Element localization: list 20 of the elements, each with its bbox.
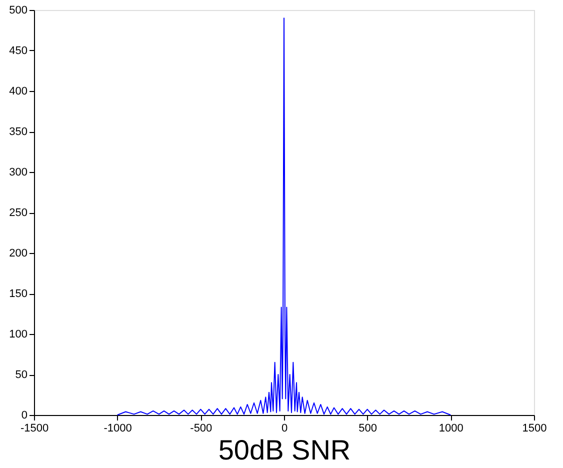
x-tick-label: 1500	[522, 422, 547, 434]
x-tick-label: 0	[281, 422, 288, 434]
x-tick-label: -500	[190, 422, 212, 434]
y-tick-label: 450	[9, 45, 28, 57]
y-tick-label: 50	[15, 369, 28, 381]
y-tick-label: 400	[9, 86, 28, 98]
y-tick-label: 100	[9, 328, 28, 340]
y-tick-label: 300	[9, 166, 28, 178]
y-tick-label: 500	[9, 4, 28, 16]
y-tick-label: 0	[21, 410, 28, 422]
x-tick-label: -1500	[20, 422, 49, 434]
line-series	[116, 18, 452, 416]
y-tick-label: 200	[9, 248, 28, 260]
x-tick-label: 500	[358, 422, 378, 434]
x-tick-label: 1000	[438, 422, 464, 434]
x-tick-label: -1000	[104, 422, 132, 434]
y-tick-label: 250	[9, 207, 28, 219]
x-axis-title: 50dB SNR	[218, 434, 351, 466]
y-tick-label: 350	[9, 126, 28, 138]
y-tick-label: 150	[9, 288, 28, 300]
